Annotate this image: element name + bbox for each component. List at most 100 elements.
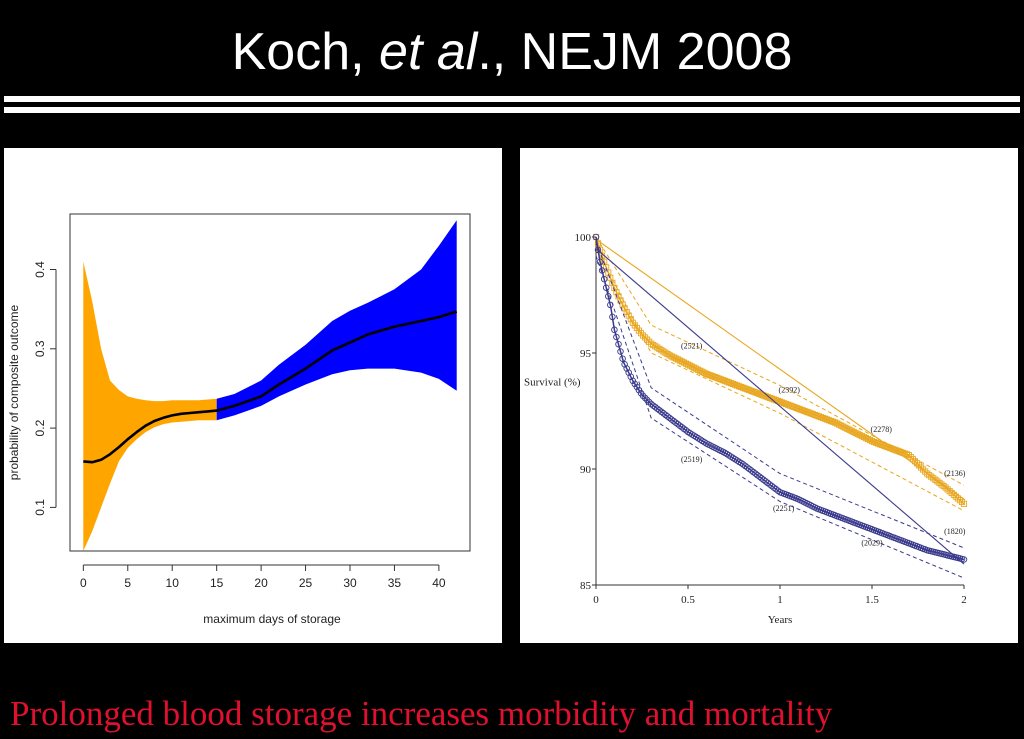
- square-marker: [858, 432, 865, 440]
- x-axis-title: Years: [768, 614, 793, 626]
- square-marker: [697, 367, 704, 374]
- square-marker: [864, 436, 871, 443]
- circle-marker: [764, 479, 771, 487]
- circle-marker: [666, 414, 673, 422]
- square-marker: [926, 472, 933, 479]
- square-marker: [695, 366, 702, 373]
- square-marker: [940, 482, 947, 490]
- square-marker: [920, 466, 927, 473]
- square-marker: [891, 446, 898, 453]
- square-marker: [930, 475, 937, 482]
- x-tick-label: 10: [166, 576, 180, 590]
- circle-marker: [607, 301, 614, 309]
- square-marker: [691, 364, 698, 371]
- series-squares-curve: [595, 236, 965, 505]
- square-marker: [701, 369, 708, 376]
- square-marker: [936, 479, 943, 486]
- square-marker: [715, 375, 722, 382]
- square-marker: [879, 441, 886, 449]
- square-marker: [928, 473, 935, 480]
- circle-marker: [592, 233, 600, 241]
- y-tick-label: 0.2: [33, 419, 47, 436]
- square-marker: [725, 379, 732, 386]
- square-marker: [830, 418, 837, 425]
- series-circles-fit-line: [595, 248, 965, 565]
- square-marker: [932, 476, 939, 483]
- risk-count-label: (2136): [944, 469, 966, 478]
- circle-marker: [660, 410, 667, 417]
- square-marker: [713, 374, 720, 381]
- square-marker: [676, 357, 683, 364]
- square-marker: [887, 445, 894, 452]
- circle-marker: [609, 313, 616, 321]
- square-marker: [748, 387, 755, 394]
- square-marker: [942, 484, 949, 491]
- square-marker: [750, 388, 757, 395]
- square-marker: [938, 481, 945, 488]
- square-marker: [868, 438, 876, 445]
- square-marker: [807, 410, 814, 417]
- square-marker: [952, 493, 959, 500]
- square-marker: [870, 438, 878, 445]
- square-marker: [729, 380, 737, 387]
- square-marker: [756, 390, 763, 398]
- square-marker: [689, 363, 696, 370]
- circle-marker: [678, 423, 686, 431]
- square-marker: [852, 429, 859, 436]
- square-marker: [907, 454, 914, 461]
- square-marker: [719, 377, 726, 384]
- circle-marker: [741, 462, 749, 470]
- square-marker: [774, 397, 782, 404]
- series-circles-ci-upper: [595, 241, 965, 549]
- square-marker: [958, 498, 966, 506]
- square-marker: [678, 358, 685, 365]
- series-squares-ci-lower: [595, 248, 965, 512]
- circle-marker: [768, 482, 776, 490]
- square-marker: [875, 440, 882, 447]
- square-marker: [838, 422, 845, 429]
- x-tick-label: 0.5: [681, 594, 695, 606]
- circle-marker: [643, 396, 651, 404]
- square-marker: [860, 433, 867, 441]
- y-tick-label: 0.1: [33, 499, 47, 516]
- square-marker: [791, 404, 798, 411]
- square-marker: [797, 406, 804, 413]
- square-marker: [924, 470, 931, 477]
- square-marker: [721, 377, 728, 384]
- title-italic: et al: [379, 23, 478, 81]
- square-marker: [627, 316, 634, 323]
- y-axis-title: Survival (%): [524, 376, 581, 388]
- square-marker: [709, 373, 716, 380]
- square-marker: [768, 395, 775, 402]
- circle-marker: [770, 484, 778, 491]
- square-marker: [666, 352, 673, 359]
- series-circles-ci-lower: [595, 255, 965, 579]
- risk-count-label: (2521): [681, 341, 703, 350]
- confidence-band-late: [216, 220, 457, 421]
- square-marker: [905, 452, 912, 459]
- square-marker: [922, 468, 929, 475]
- square-marker: [803, 408, 810, 415]
- x-tick-label: 30: [343, 576, 357, 590]
- square-marker: [844, 425, 851, 432]
- square-marker: [742, 385, 749, 392]
- square-marker: [815, 413, 822, 420]
- square-marker: [866, 437, 874, 444]
- y-tick-label: 0.4: [33, 261, 47, 278]
- circle-marker: [647, 400, 655, 408]
- square-marker: [915, 462, 923, 469]
- square-marker: [911, 458, 918, 465]
- circle-marker: [756, 473, 763, 480]
- square-marker: [893, 447, 900, 454]
- y-axis-title: probability of composite outcome: [7, 304, 21, 480]
- x-tick-label: 0: [593, 594, 599, 606]
- title-part-2: ., NEJM 2008: [477, 23, 793, 81]
- square-marker: [811, 411, 818, 418]
- square-marker: [934, 478, 941, 485]
- square-marker: [781, 400, 788, 407]
- square-marker: [918, 464, 925, 471]
- square-marker: [817, 414, 824, 421]
- square-marker: [642, 334, 649, 341]
- circle-marker: [772, 485, 780, 493]
- square-marker: [674, 356, 681, 363]
